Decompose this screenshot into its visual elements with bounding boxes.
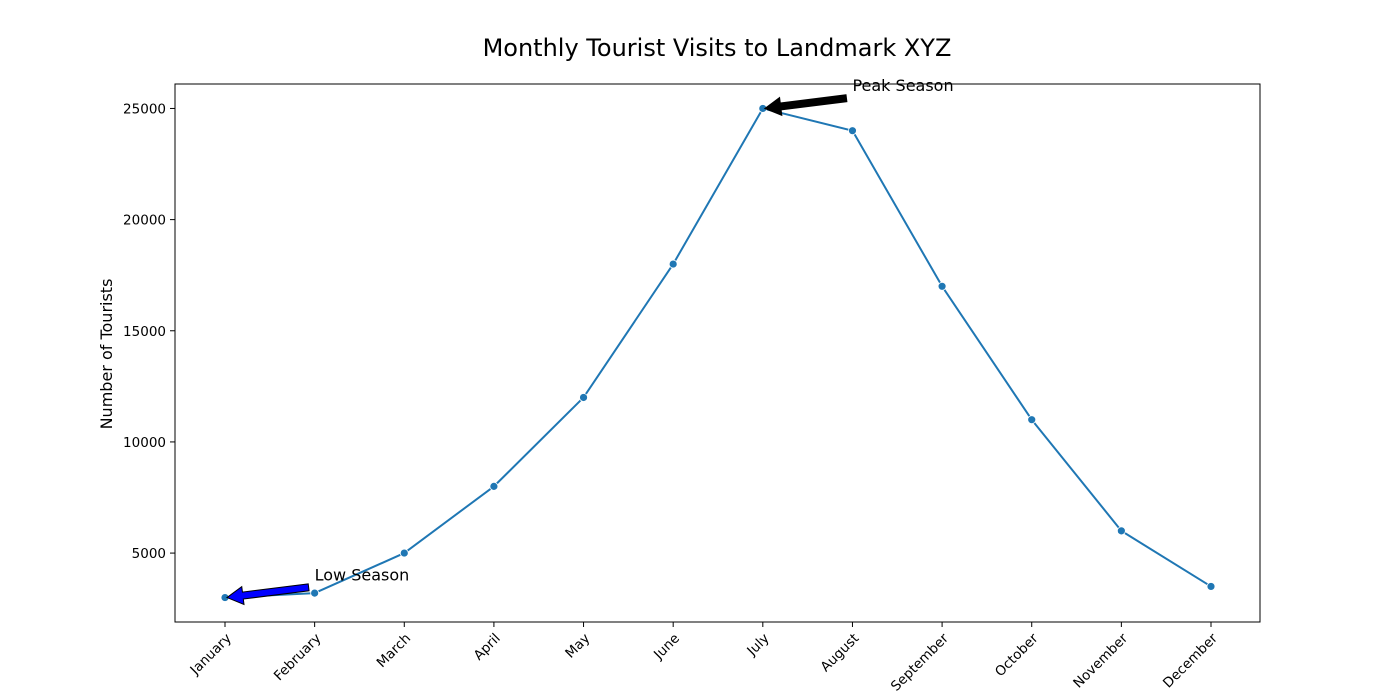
annotation-arrow	[763, 94, 848, 117]
y-axis: 5000 10000 15000 20000 25000	[123, 101, 175, 562]
chart-title: Monthly Tourist Visits to Landmark XYZ	[483, 34, 952, 62]
annotation-arrow	[225, 583, 310, 606]
x-tick-label: August	[818, 631, 863, 676]
plot-area-frame	[174, 83, 1261, 623]
series-layer	[220, 104, 1216, 602]
y-axis-label: Number of Tourists	[97, 279, 116, 430]
x-tick-label: July	[743, 631, 772, 660]
x-tick-label: October	[992, 630, 1042, 680]
annotation-label: Peak Season	[852, 76, 953, 95]
data-point	[489, 481, 499, 491]
x-tick-label: November	[1070, 630, 1131, 691]
data-point	[1116, 526, 1126, 536]
series-line	[224, 107, 1212, 599]
x-tick-label: March	[374, 631, 414, 671]
data-point	[399, 548, 409, 558]
y-tick-label: 25000	[123, 101, 166, 117]
x-tick-label: May	[562, 631, 593, 662]
x-tick-label: April	[471, 631, 504, 664]
data-point	[668, 259, 678, 269]
annotation-layer: Peak Season Low Season	[225, 76, 954, 606]
annotation-label: Low Season	[315, 565, 410, 584]
data-point	[1027, 415, 1037, 425]
data-point	[848, 126, 857, 136]
y-tick-label: 5000	[132, 546, 166, 562]
y-tick-label: 20000	[123, 213, 166, 229]
x-tick-label: February	[271, 631, 325, 685]
x-tick-label: December	[1160, 630, 1221, 691]
x-tick-label: September	[888, 630, 952, 694]
data-point	[937, 281, 947, 291]
x-axis: January February March April May June July Augu…	[187, 622, 1221, 695]
data-point	[579, 393, 588, 402]
data-point	[1206, 582, 1216, 591]
data-point	[310, 588, 320, 598]
x-tick-label: January	[187, 631, 235, 679]
y-tick-label: 15000	[123, 324, 166, 340]
y-tick-label: 10000	[123, 435, 166, 451]
x-tick-label: June	[650, 631, 683, 664]
